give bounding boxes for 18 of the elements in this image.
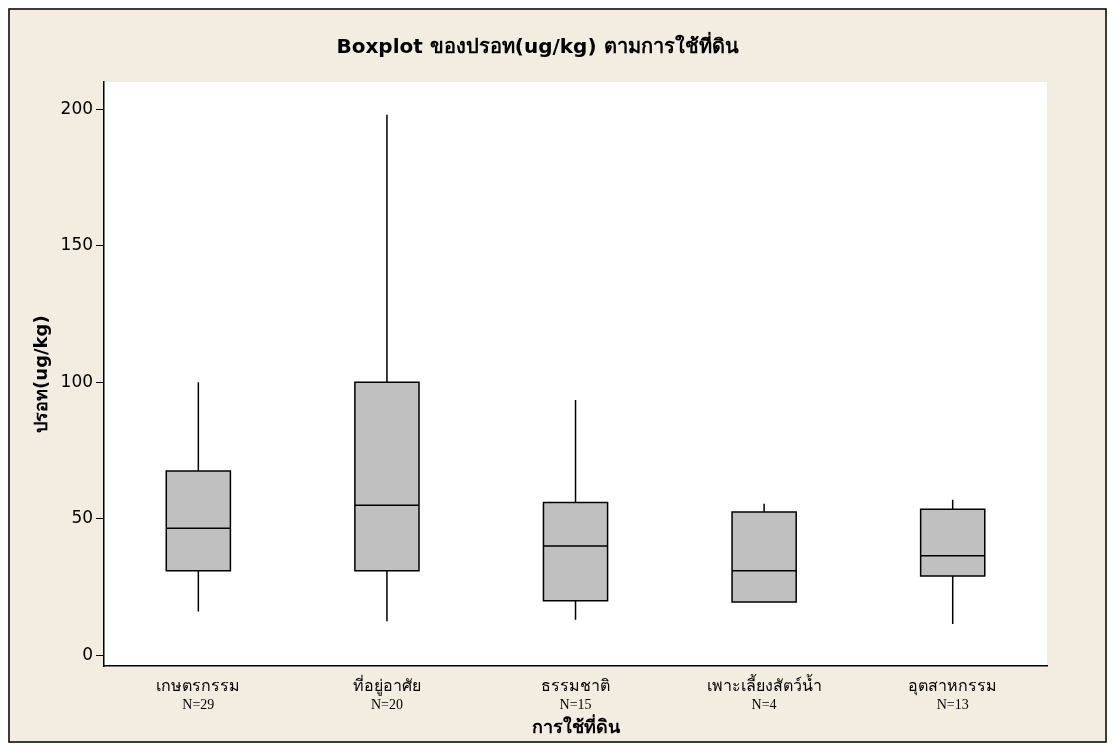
- x-axis-title: การใช้ที่ดิน: [531, 713, 621, 737]
- y-tick-label: 0: [82, 643, 94, 664]
- x-tick-label: ที่อยู่อาศัย: [352, 673, 421, 696]
- x-tick-label: ธรรมชาติ: [541, 675, 611, 695]
- y-tick-label: 100: [60, 370, 94, 391]
- text: N=4: [751, 696, 777, 712]
- y-tick-label: 50: [71, 507, 94, 528]
- text: N=29: [182, 696, 215, 712]
- x-tick-label: อุตสาหกรรม: [908, 675, 998, 696]
- chart-title: Boxplot ของปรอท(ug/kg) ตามการใช้ที่ดิน: [336, 31, 739, 59]
- text: N=13: [936, 696, 969, 712]
- text: N=20: [370, 696, 403, 712]
- text: N=15: [559, 696, 592, 712]
- x-tick-label: เกษตรกรรม: [156, 675, 241, 695]
- x-tick-label: เพาะเลี้ยงสัตว์น้ำ: [706, 673, 822, 695]
- y-axis-title: ปรอท(ug/kg): [30, 315, 52, 433]
- y-tick-label: 150: [60, 234, 94, 255]
- y-tick-label: 200: [60, 97, 94, 118]
